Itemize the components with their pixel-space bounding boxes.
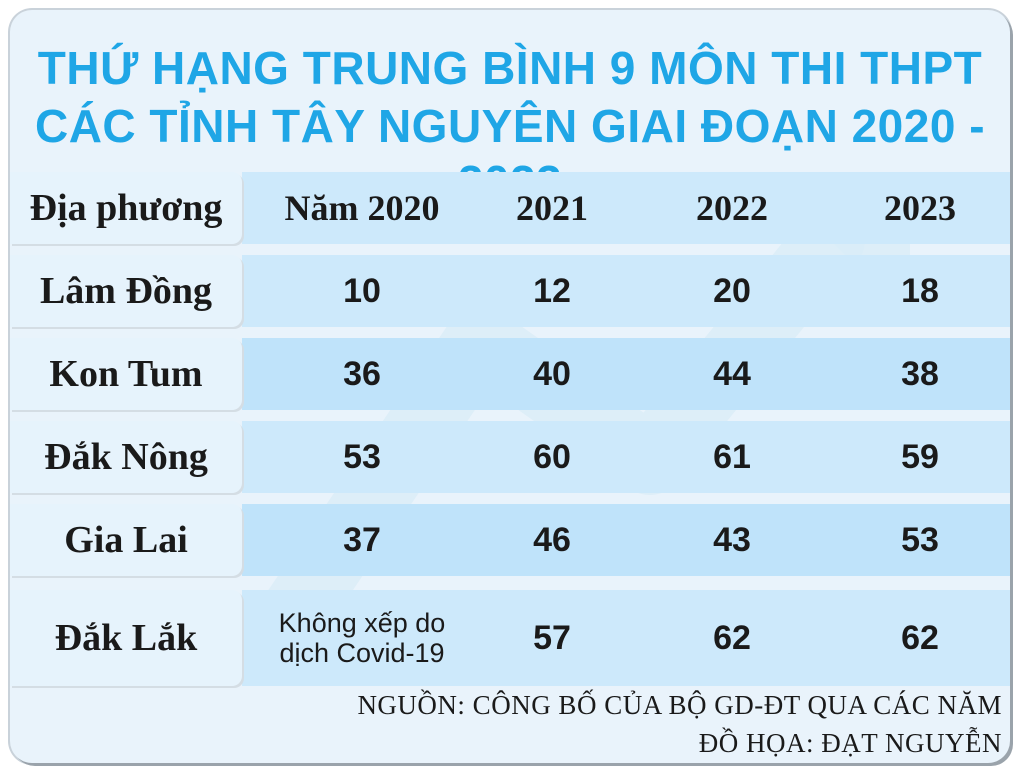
cell-value: 62: [713, 618, 751, 657]
cell-value: 44: [713, 354, 751, 393]
column-header-2020: Năm 2020: [284, 188, 440, 228]
cell-value: 20: [713, 271, 751, 310]
row-band: [242, 504, 1010, 576]
row-label-box: [10, 338, 242, 410]
row-band: [242, 255, 1010, 327]
cell-value: 59: [901, 437, 939, 476]
note-line-2: dịch Covid-19: [279, 638, 445, 668]
cell-value: 37: [343, 520, 381, 559]
cell-value: 38: [901, 354, 939, 393]
cell-value: 53: [901, 520, 939, 559]
column-header-2022: 2022: [696, 188, 768, 228]
note-line-1: Không xếp do: [278, 608, 446, 638]
cell-value: 12: [533, 271, 571, 310]
row-label-box: [10, 255, 242, 327]
row-band: [242, 338, 1010, 410]
cell-value: 60: [533, 437, 571, 476]
table-row: Gia Lai 37 46 43 53: [10, 504, 1010, 576]
cell-value: 18: [901, 271, 939, 310]
column-header-2021: 2021: [516, 188, 588, 228]
row-label-box: [10, 421, 242, 493]
cell-value: 36: [343, 354, 381, 393]
table-row: Kon Tum 36 40 44 38: [10, 338, 1010, 410]
column-header-2023: 2023: [884, 188, 956, 228]
source-note: NGUỒN: CÔNG BỐ CỦA BỘ GD-ĐT QUA CÁC NĂM: [357, 690, 1002, 720]
row-region-dak-nong: Đắk Nông: [44, 436, 208, 478]
row-region-dak-lak: Đắk Lắk: [54, 617, 198, 659]
cell-value: 43: [713, 520, 751, 559]
chart-title-line-2: CÁC TỈNH TÂY NGUYÊN GIAI ĐOẠN 2020 - 202…: [34, 100, 986, 208]
column-header-region: Địa phương: [29, 187, 223, 229]
table-row: Đắk Nông 53 60 61 59: [10, 421, 1010, 493]
table-header-row: Địa phương Năm 2020 2021 2022 2023: [10, 172, 1010, 244]
row-label-box: [10, 504, 242, 576]
row-region-kon-tum: Kon Tum: [49, 353, 203, 395]
cell-value: 40: [533, 354, 571, 393]
cell-note-no-ranking: Không xếp do dịch Covid-19: [252, 590, 472, 686]
row-region-lam-dong: Lâm Đồng: [39, 270, 213, 312]
cell-value: 46: [533, 520, 571, 559]
infographic-frame: THỨ HẠNG TRUNG BÌNH 9 MÔN THI THPT CÁC T…: [10, 10, 1010, 763]
table-row: Lâm Đồng 10 12 20 18: [10, 255, 1010, 327]
cell-value: 57: [533, 618, 571, 657]
cell-value: 10: [343, 271, 381, 310]
row-region-gia-lai: Gia Lai: [64, 519, 188, 561]
table-row: Đắk Lắk Không xếp do dịch Covid-19 57 62…: [10, 590, 1010, 686]
cell-value: 61: [713, 437, 751, 476]
cell-value: 62: [901, 618, 939, 657]
row-label-box: [10, 590, 242, 686]
row-band: [242, 421, 1010, 493]
header-band: [242, 172, 1010, 244]
cell-value: 53: [343, 437, 381, 476]
chart-title-line-1: THỨ HẠNG TRUNG BÌNH 9 MÔN THI THPT: [37, 42, 983, 94]
row-band: [242, 590, 1010, 686]
header-label-box: [10, 172, 242, 244]
graphic-credit: ĐỒ HỌA: ĐẠT NGUYỄN: [698, 728, 1002, 758]
